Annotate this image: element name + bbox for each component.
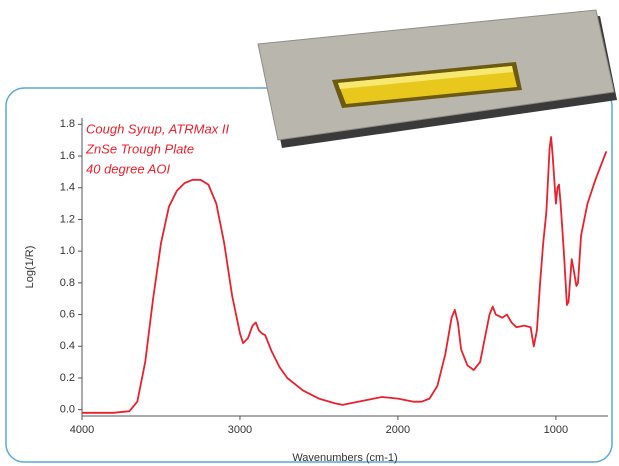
- annotation: ZnSe Trough Plate: [85, 141, 194, 156]
- spectrum-line: [82, 136, 608, 414]
- x-tick-label: 3000: [228, 424, 252, 436]
- y-tick-label: 0.6: [60, 308, 75, 320]
- y-tick-label: 1.2: [60, 213, 75, 225]
- annotation: Cough Syrup, ATRMax II: [86, 121, 229, 136]
- y-tick-label: 0.2: [60, 372, 75, 384]
- x-tick-label: 1000: [544, 424, 568, 436]
- y-tick-label: 1.8: [60, 118, 75, 130]
- y-tick-label: 0.0: [60, 404, 75, 416]
- y-tick-label: 1.0: [60, 245, 75, 257]
- y-tick-label: 1.4: [60, 182, 75, 194]
- y-tick-label: 0.8: [60, 277, 75, 289]
- annotation: 40 degree AOI: [86, 161, 170, 176]
- x-tick-label: 2000: [386, 424, 410, 436]
- y-tick-label: 0.4: [60, 340, 75, 352]
- y-tick-label: 1.6: [60, 150, 75, 162]
- x-axis-title: Wavenumbers (cm-1): [292, 452, 397, 464]
- product-image: [257, 9, 617, 148]
- y-axis-title: Log(1/R): [24, 246, 36, 289]
- x-tick-label: 4000: [70, 424, 94, 436]
